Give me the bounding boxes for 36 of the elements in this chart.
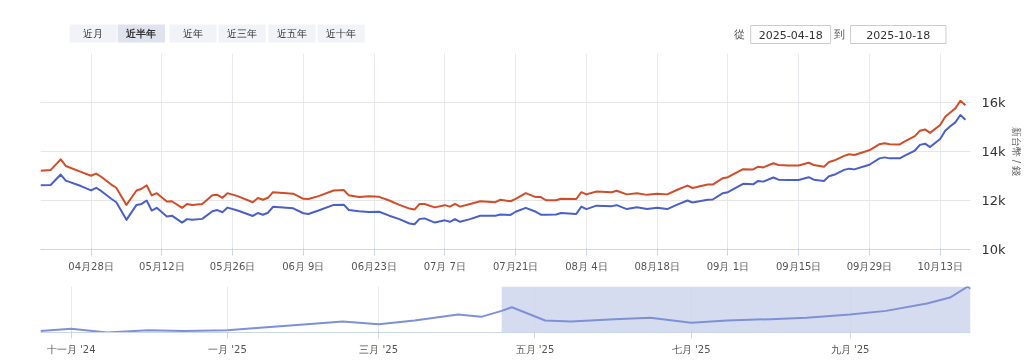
x-tick-label: 04月28日 [68,260,114,272]
x-tick-label: 06月 9日 [282,260,325,272]
y-axis-title: 新台幣 / 錢 [1010,126,1022,177]
x-tick-label: 09月15日 [775,260,822,272]
x-tick-label: 07月 7日 [423,260,466,272]
text: 近年 [183,28,204,39]
line-series [40,99,967,211]
x-tick-label: 09月29日 [846,260,893,272]
text: 近月 [83,28,104,39]
x-tick-label: 08月 4日 [565,260,608,272]
text: 到 [834,28,846,41]
x-tick-label: 07月21日 [492,260,539,272]
text: 2025-10-18 [866,28,931,42]
text: 近半年 [125,28,157,39]
x-tick-label: 10月13日 [917,260,963,272]
x-tick-label: 05月12日 [139,260,185,272]
x-tick-label: 08月18日 [634,260,680,272]
text: 近十年 [326,28,357,39]
text: 近五年 [277,28,308,39]
x-tick-label: 06月23日 [351,260,397,272]
y-tick-label: 14k [981,144,1007,159]
x-tick-label: 一月 '25 [208,343,247,355]
x-tick-label: 五月 '25 [515,343,555,355]
text: 近三年 [227,28,258,39]
x-tick-label: 十一月 '24 [46,343,96,355]
x-tick-label: 05月26日 [209,260,256,272]
x-tick-label: 09月 1日 [706,260,750,272]
x-tick-label: 九月 '25 [830,343,870,355]
y-tick-label: 16k [981,95,1007,110]
text: 從 [734,28,746,41]
x-tick-label: 三月 '25 [359,343,399,355]
y-tick-label: 10k [981,242,1007,257]
text: 2025-04-18 [758,28,823,42]
line-series [40,114,967,226]
x-tick-label: 七月 '25 [671,343,711,355]
y-tick-label: 12k [981,193,1007,208]
